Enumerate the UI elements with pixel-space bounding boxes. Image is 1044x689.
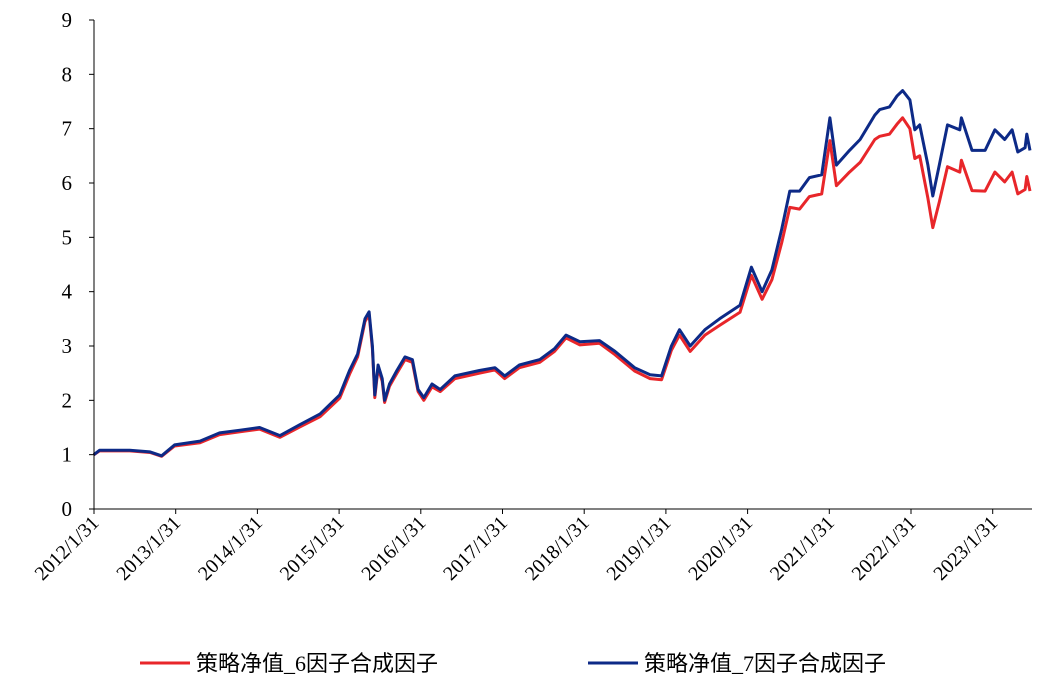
x-ticks: 2012/1/31 2013/1/31 2014/1/31 2015/1/31 2016… [31,509,1002,585]
y-tick-label: 2 [62,388,73,412]
x-tick-label: 2015/1/31 [276,512,349,585]
y-tick-label: 9 [62,8,73,32]
series-layer [92,89,1032,458]
legend-item-7-factor[interactable]: 策略净值_7因子合成因子 [588,651,886,676]
x-tick-label: 2012/1/31 [31,512,104,585]
x-tick-label: 2016/1/31 [357,512,430,585]
y-tick-label: 4 [62,280,73,304]
y-tick-label: 0 [62,497,73,521]
legend-item-6-factor[interactable]: 策略净值_6因子合成因子 [140,651,438,676]
y-tick-label: 1 [62,443,73,467]
legend-label-7-factor: 策略净值_7因子合成因子 [644,651,886,676]
y-tick-label: 6 [62,171,73,195]
series-line-7-factor [92,89,1032,458]
legend-label-6-factor: 策略净值_6因子合成因子 [196,651,438,676]
x-tick-label: 2018/1/31 [521,512,594,585]
x-tick-label: 2022/1/31 [848,512,921,585]
x-tick-label: 2013/1/31 [112,512,185,585]
x-tick-label: 2014/1/31 [194,512,267,585]
x-tick-label: 2023/1/31 [929,512,1002,585]
x-tick-label: 2021/1/31 [766,512,839,585]
y-tick-label: 3 [62,334,73,358]
x-tick-label: 2020/1/31 [684,512,757,585]
y-tick-label: 7 [62,117,73,141]
x-tick-label: 2017/1/31 [439,512,512,585]
axes-layer [93,20,1032,510]
legend: 策略净值_6因子合成因子 策略净值_7因子合成因子 [140,651,886,676]
y-ticks: 0 1 2 3 4 5 6 7 8 9 [62,8,94,521]
y-tick-label: 8 [62,62,73,86]
y-tick-label: 5 [62,225,73,249]
x-tick-label: 2019/1/31 [603,512,676,585]
series-line-6-factor [92,116,1032,458]
